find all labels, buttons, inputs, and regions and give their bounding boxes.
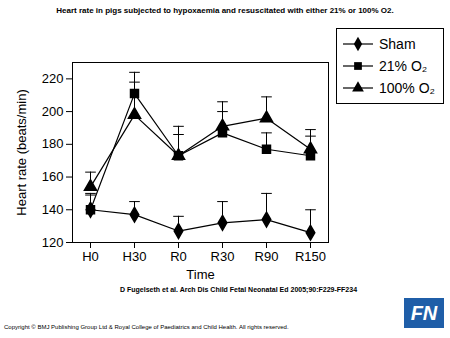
svg-text:R0: R0 bbox=[170, 249, 187, 264]
html-text:D Fugelseth et al. Arch Dis Ch: D Fugelseth et al. Arch Dis Child Fetal … bbox=[120, 286, 357, 293]
svg-text:R90: R90 bbox=[255, 249, 279, 264]
html-text:FN: FN bbox=[410, 302, 438, 324]
svg-text:R150: R150 bbox=[295, 249, 326, 264]
svg-text:H30: H30 bbox=[123, 249, 147, 264]
svg-text:200: 200 bbox=[42, 104, 64, 119]
svg-text:Heart rate (beats/min): Heart rate (beats/min) bbox=[14, 89, 29, 215]
svg-text:140: 140 bbox=[42, 202, 64, 217]
html-text:Sham: Sham bbox=[379, 36, 416, 52]
html-text:100% O₂: 100% O₂ bbox=[379, 80, 435, 96]
html-text:21% O₂: 21% O₂ bbox=[379, 58, 428, 74]
svg-text:180: 180 bbox=[42, 136, 64, 151]
svg-text:H0: H0 bbox=[82, 249, 99, 264]
svg-text:160: 160 bbox=[42, 169, 64, 184]
svg-text:120: 120 bbox=[42, 235, 64, 250]
svg-text:Time: Time bbox=[186, 267, 214, 282]
svg-text:R30: R30 bbox=[211, 249, 235, 264]
html-text:Heart rate in pigs subjected t: Heart rate in pigs subjected to hypoxaem… bbox=[56, 6, 394, 15]
html-text:Copyright © BMJ Publishing Gro: Copyright © BMJ Publishing Group Ltd & R… bbox=[4, 324, 289, 330]
svg-text:220: 220 bbox=[42, 71, 64, 86]
